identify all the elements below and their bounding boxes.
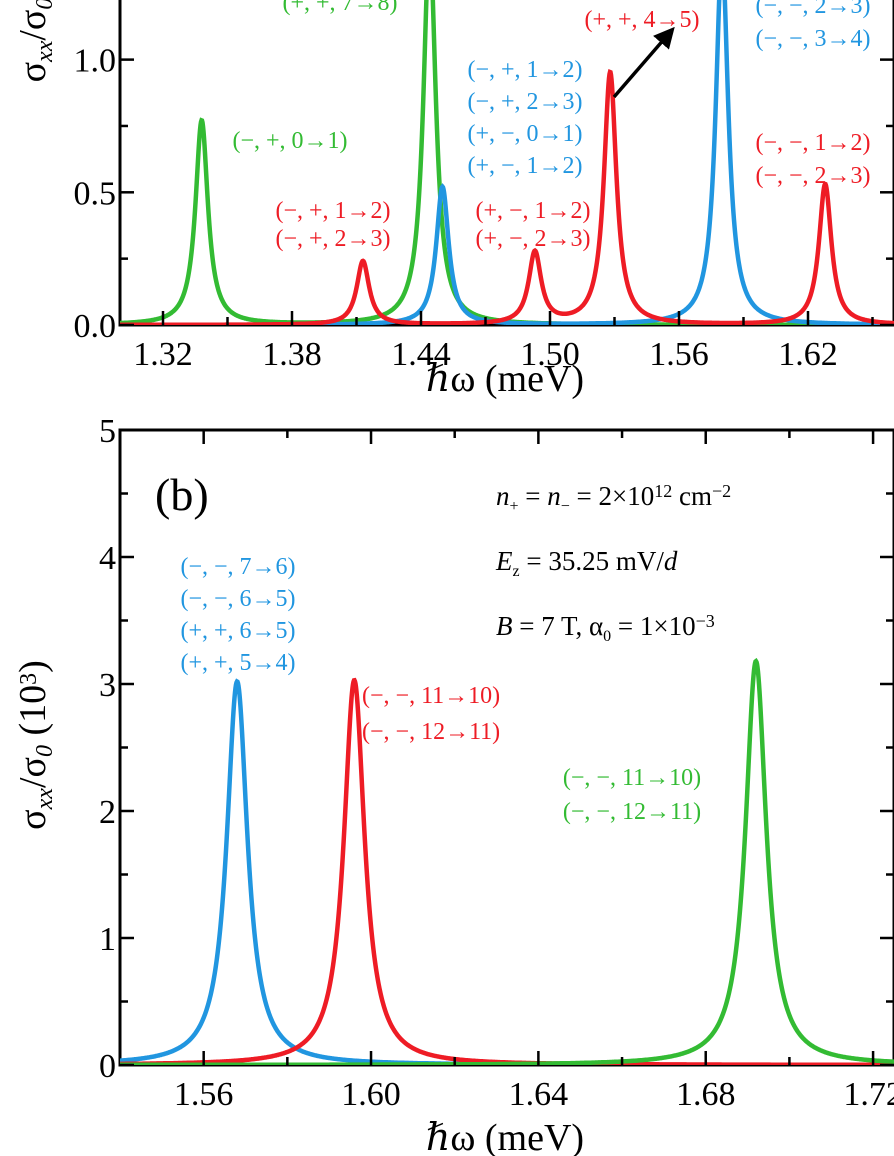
x-axis-title: ℏω (meV) bbox=[426, 1117, 584, 1156]
transition-annotation: (−, −, 6→5) bbox=[180, 586, 295, 612]
y-axis-title-part: /σ bbox=[12, 10, 54, 41]
y-tick-label: 0.5 bbox=[74, 175, 117, 212]
parameter-line: B = 7 T, α0 = 1×10−3 bbox=[496, 611, 715, 645]
parameter-part: = 2×10 bbox=[570, 481, 654, 511]
panel-a: 1.32 1.38 1.44 1.50 1.56 1.62 0.0 0.5 1.0 ℏω (meV… bbox=[12, 0, 894, 400]
parameter-part: cm bbox=[672, 481, 712, 511]
parameter-part: 0 bbox=[603, 628, 611, 645]
transition-annotation: (−, −, 2→3) bbox=[755, 163, 870, 189]
x-tick-label: 1.68 bbox=[676, 1076, 736, 1113]
y-axis-title: σxx/σ0 bbox=[12, 0, 58, 82]
y-axis-title-part: ) bbox=[12, 660, 54, 673]
y-tick-label: 3 bbox=[99, 667, 116, 704]
transition-annotation: (−, +, 1→2) bbox=[467, 57, 582, 83]
y-tick-label: 1 bbox=[99, 921, 116, 958]
parameter-part: d bbox=[664, 546, 678, 576]
transition-annotation: (+, +, 4→5) bbox=[584, 7, 699, 33]
parameter-part: = bbox=[519, 481, 548, 511]
y-axis-title-part: 0 bbox=[32, 745, 58, 757]
parameter-line: n+ = n− = 2×1012 cm−2 bbox=[496, 481, 731, 515]
transition-annotation: (+, −, 2→3) bbox=[475, 226, 590, 252]
panel-b: 1.561.601.641.681.72012345ℏω (meV)σxx/σ0… bbox=[12, 413, 894, 1156]
parameter-part: + bbox=[510, 498, 519, 515]
y-axis-title-part: 0 bbox=[32, 0, 58, 10]
series-red-line bbox=[120, 69, 894, 325]
x-tick-label: 1.56 bbox=[174, 1076, 234, 1113]
y-tick-label: 0.0 bbox=[74, 308, 117, 345]
transition-annotation: (−, −, 7→6) bbox=[180, 554, 295, 580]
transition-annotation: (−, +, 2→3) bbox=[467, 89, 582, 115]
parameter-part: n bbox=[496, 481, 510, 511]
parameter-part: z bbox=[513, 563, 520, 580]
transition-annotation: (−, −, 12→11) bbox=[362, 719, 500, 745]
y-axis-title-part: σ bbox=[12, 809, 54, 829]
y-tick-label: 1.0 bbox=[74, 43, 117, 80]
x-tick-label: 1.64 bbox=[509, 1076, 569, 1113]
parameter-part: = 1×10 bbox=[611, 611, 695, 641]
transition-annotation: (+, −, 0→1) bbox=[467, 121, 582, 147]
y-axis-title-part: 3 bbox=[16, 673, 42, 685]
x-tick-label: 1.38 bbox=[262, 336, 322, 373]
plot-frame bbox=[118, 0, 894, 327]
series-red-line bbox=[120, 677, 894, 1065]
y-tick-label: 0 bbox=[99, 1048, 116, 1085]
series-green-line bbox=[120, 657, 894, 1065]
transition-annotation: (−, −, 1→2) bbox=[755, 130, 870, 156]
parameter-part: − bbox=[561, 498, 570, 515]
y-tick-label: 4 bbox=[99, 540, 116, 577]
y-tick-label: 2 bbox=[99, 794, 116, 831]
annotation-arrow bbox=[612, 26, 675, 99]
parameter-part: E bbox=[495, 546, 513, 576]
x-tick-label: 1.32 bbox=[133, 336, 193, 373]
transition-annotation: (+, +, 5→4) bbox=[180, 650, 295, 676]
transition-annotation: (+, −, 1→2) bbox=[475, 198, 590, 224]
parameter-part: B bbox=[496, 611, 513, 641]
transition-annotation: (+, +, 6→5) bbox=[180, 618, 295, 644]
x-tick-label: 1.56 bbox=[649, 336, 709, 373]
x-axis-title: ℏω (meV) bbox=[426, 358, 584, 400]
transition-annotation: (−, −, 12→11) bbox=[563, 799, 701, 825]
x-tick-label: 1.60 bbox=[341, 1076, 401, 1113]
panel-label: (b) bbox=[155, 469, 209, 520]
transition-annotation: (+, +, 7→8) bbox=[282, 0, 397, 16]
parameter-part: = 35.25 mV/ bbox=[520, 546, 665, 576]
y-axis-title-part: xx bbox=[32, 788, 58, 811]
x-tick-label: 1.72 bbox=[843, 1076, 894, 1113]
transition-annotation: (−, +, 1→2) bbox=[275, 198, 390, 224]
x-tick-label: 1.50 bbox=[520, 336, 580, 373]
y-axis-title-part: σ bbox=[12, 62, 54, 82]
y-axis-title-part: /σ bbox=[12, 757, 54, 788]
y-axis-title-part: (10 bbox=[12, 685, 54, 745]
transition-annotation: (−, −, 11→10) bbox=[362, 683, 500, 709]
transition-annotation: (−, +, 0→1) bbox=[232, 128, 347, 154]
transition-annotation: (−, −, 11→10) bbox=[563, 765, 701, 791]
parameter-part: = 7 T, α bbox=[513, 611, 604, 641]
parameter-part: −2 bbox=[712, 481, 731, 501]
transition-annotation: (−, −, 3→4) bbox=[755, 26, 870, 52]
parameter-line: Ez = 35.25 mV/d bbox=[495, 546, 678, 580]
y-axis-title-part: xx bbox=[32, 40, 58, 63]
y-tick-label: 5 bbox=[99, 413, 116, 450]
y-axis-title: σxx/σ0 (103) bbox=[12, 660, 58, 830]
series-blue-line bbox=[120, 678, 894, 1065]
transition-annotation: (−, −, 2→3) bbox=[755, 0, 870, 19]
x-tick-label: 1.44 bbox=[391, 336, 451, 373]
x-tick-label: 1.62 bbox=[778, 336, 838, 373]
transition-annotation: (−, +, 2→3) bbox=[275, 226, 390, 252]
parameter-part: 12 bbox=[654, 481, 672, 501]
transition-annotation: (+, −, 1→2) bbox=[467, 153, 582, 179]
parameter-part: n bbox=[547, 481, 561, 511]
parameter-part: −3 bbox=[696, 611, 715, 631]
